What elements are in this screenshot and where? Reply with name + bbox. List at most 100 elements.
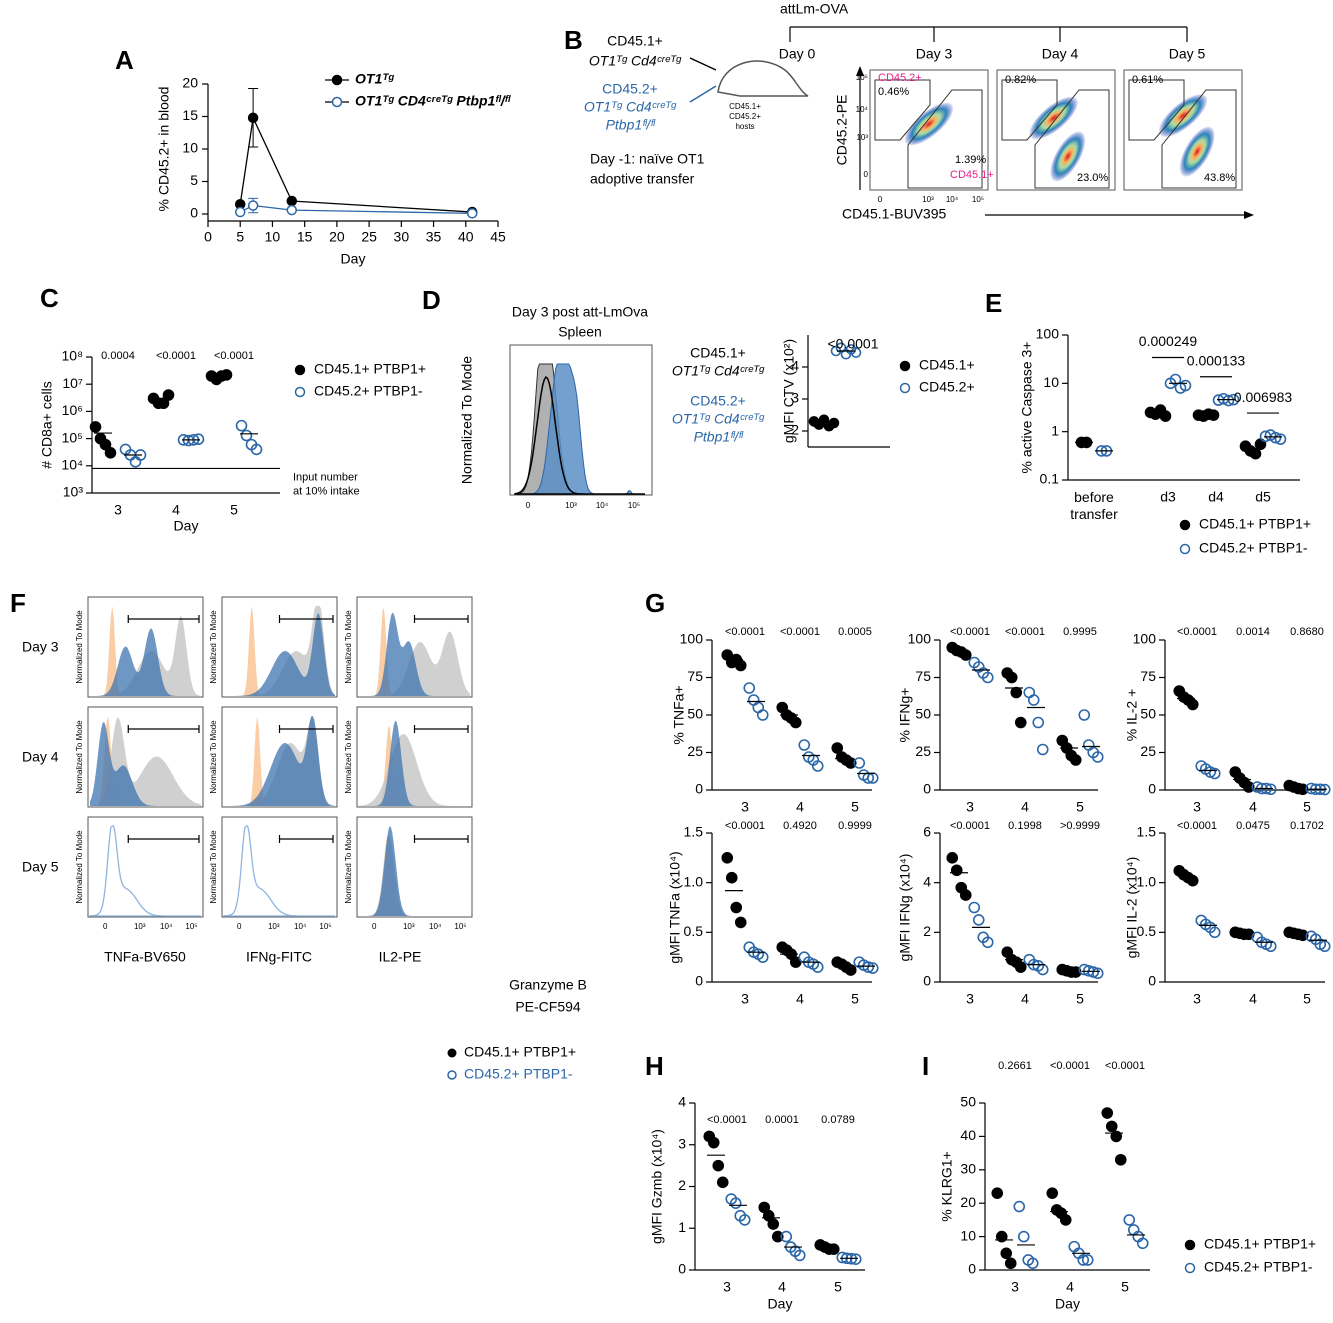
p-value: <0.0001 [214, 350, 254, 362]
legend-marker [1179, 543, 1191, 555]
point [1010, 686, 1023, 699]
p-value: <0.0001 [707, 1114, 747, 1126]
y-tick-label: 2 [791, 422, 799, 438]
x-axis-label: Day [341, 251, 366, 267]
point [1264, 940, 1277, 953]
point [991, 1187, 1004, 1199]
y-tick-label: 50 [1140, 706, 1156, 722]
hist-tick: 10⁴ [160, 922, 173, 931]
point [995, 1230, 1008, 1243]
y-tick-label: 0 [695, 973, 703, 989]
point [853, 757, 866, 769]
hist-tick: 10³ [565, 501, 577, 510]
hist-blue [90, 721, 201, 806]
p-value: <0.0001 [1050, 1060, 1090, 1072]
p-value: <0.0001 [950, 626, 990, 638]
point [780, 1230, 793, 1243]
legend-label: CD45.2+ [919, 379, 975, 395]
x-axis-label: Day [768, 1296, 793, 1312]
p-value: <0.0001 [828, 336, 879, 352]
point [1222, 394, 1235, 407]
donor-label: CD45.2+ [602, 81, 658, 97]
gate [1161, 89, 1237, 189]
flow-tick: 10⁴ [946, 195, 959, 204]
legend-label: CD45.1+ [919, 357, 975, 373]
point [1032, 716, 1045, 729]
y-tick-label: 0 [923, 781, 931, 797]
y-tick-label: 2 [678, 1177, 686, 1193]
y-tick-label: 100 [680, 631, 704, 647]
y-tick-label: 1 [1051, 422, 1059, 438]
y-tick-label: 75 [687, 668, 703, 684]
gate [1034, 89, 1110, 189]
point [946, 852, 959, 864]
point [286, 204, 298, 216]
panel-letters: A B C D E F G H I [10, 25, 1002, 1081]
x-tick-label: before transfer [1070, 489, 1118, 522]
flow-tick: 0 [864, 170, 869, 179]
y-tick-label: 100 [1133, 631, 1157, 647]
hist-legend: CD45.1+ [690, 345, 746, 361]
point [250, 443, 263, 456]
legend-marker [899, 382, 911, 394]
point [743, 682, 756, 694]
y-tick-label: 10⁸ [62, 348, 84, 364]
point [1069, 754, 1082, 766]
point [831, 742, 844, 754]
panel-f: Day 3 Day 4 Day 5 TNFa-BV650 IFNg-FITC I… [22, 639, 587, 1082]
point [1208, 926, 1221, 939]
hist-frame [87, 816, 204, 918]
point [771, 1230, 784, 1243]
point [1091, 751, 1104, 763]
point [192, 433, 205, 446]
p-value: <0.0001 [780, 626, 820, 638]
y-tick-label: 6 [923, 824, 931, 840]
flow-tick: 10⁵ [972, 195, 984, 204]
y-tick-label: 4 [678, 1094, 686, 1110]
p-value: <0.0001 [950, 820, 990, 832]
point [1027, 694, 1040, 706]
reference-label: Input number [293, 471, 358, 483]
hist-orange [224, 606, 335, 696]
y-tick-label: 0 [678, 1261, 686, 1277]
donor-label: OT1ᵀᵍ Cd4ᶜʳᵉᵀᵍ [589, 53, 682, 69]
p-value: 0.0005 [838, 626, 872, 638]
y-tick-label: 1.5 [1137, 824, 1157, 840]
y-axis-label: gMFI CTV (x10²) [781, 339, 797, 443]
hist-outline [514, 376, 645, 495]
y-tick-label: 0.5 [1137, 923, 1157, 939]
point [1242, 781, 1255, 793]
hist-tick: 10⁵ [185, 922, 197, 931]
point [730, 901, 743, 914]
y-tick-label: 0 [1148, 781, 1156, 797]
hist-tick: 10⁴ [596, 501, 609, 510]
flow-tick: 0 [878, 195, 883, 204]
x-tick-label: 3 [1193, 991, 1201, 1007]
point [756, 709, 769, 721]
panel-letter: E [985, 288, 1002, 318]
point [789, 716, 802, 729]
point [1005, 671, 1018, 684]
x-tick-label: 3 [741, 799, 749, 815]
point [1305, 782, 1318, 795]
x-tick-label: 45 [490, 229, 506, 245]
donor-label: OT1ᵀᵍ Cd4ᶜʳᵉᵀᵍ [584, 99, 677, 115]
point [286, 195, 298, 207]
x-tick-label: 5 [834, 1279, 842, 1295]
hist-gray [224, 606, 335, 696]
legend-marker [1179, 519, 1191, 531]
y-tick-label: 50 [915, 706, 931, 722]
x-tick-label: 4 [1021, 991, 1029, 1007]
point [1136, 1237, 1149, 1250]
day-label: Day 4 [1042, 46, 1079, 62]
point [738, 1214, 751, 1226]
hist-tick: 0 [237, 922, 242, 931]
panel-d-hist: Day 3 post att-LmOva Spleen Normalized T… [459, 304, 765, 510]
gate [1001, 79, 1058, 141]
y-tick-label: 5 [190, 172, 198, 188]
hist-blue [224, 716, 335, 806]
row-label: Day 4 [22, 749, 59, 765]
y-tick-label: 0 [190, 205, 198, 221]
y-tick-label: 10⁷ [62, 375, 83, 391]
